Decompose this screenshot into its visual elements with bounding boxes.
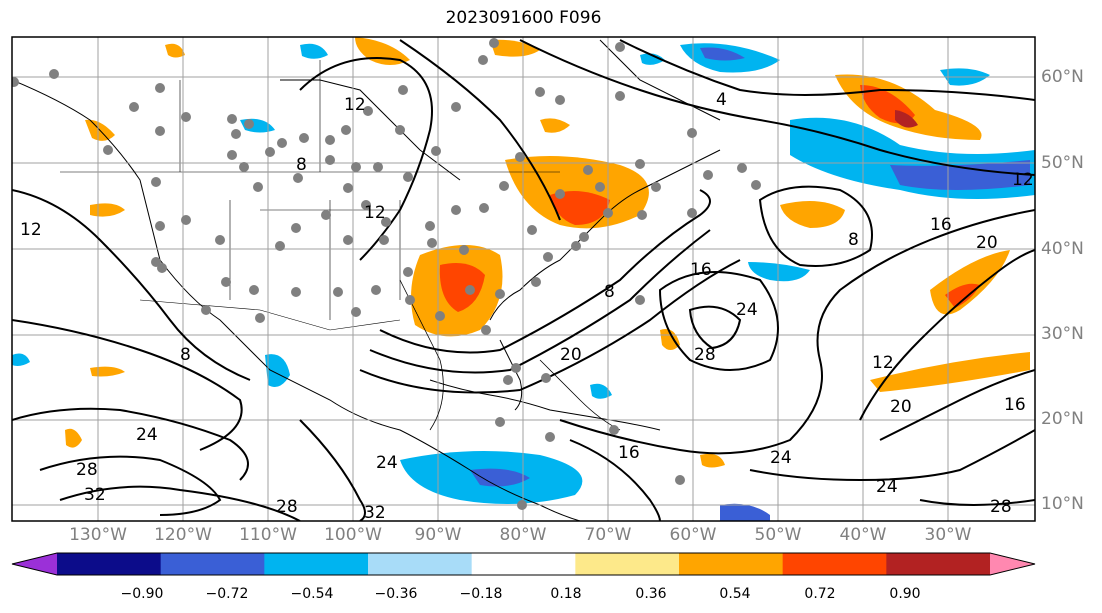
lon-label: 70°W [584, 525, 632, 545]
contour-label: 16 [618, 443, 640, 463]
contour-label: 16 [690, 260, 712, 280]
contour-label: 32 [364, 503, 386, 523]
colorbar-tick-label: 0.54 [719, 586, 751, 602]
contour-label: 20 [560, 345, 582, 365]
lon-label: 110°W [239, 525, 297, 545]
lon-label: 90°W [414, 525, 462, 545]
contour-label: 16 [1004, 395, 1026, 415]
contour-label: 8 [604, 282, 615, 302]
contours [12, 39, 1035, 521]
contour-label: 28 [276, 497, 298, 517]
contour-label: 8 [180, 345, 191, 365]
lon-label: 80°W [499, 525, 547, 545]
contour-label: 8 [296, 155, 307, 175]
contour-label: 12 [20, 220, 42, 240]
lon-label: 50°W [754, 525, 802, 545]
contour-label-group: 4 8 8 8 8 12 12 12 12 12 16 16 16 16 20 … [20, 90, 1034, 523]
stations [12, 38, 761, 510]
colorbar-segment [160, 553, 265, 575]
map-frame [11, 36, 1036, 522]
colorbar-segment [782, 553, 887, 575]
contour-label: 12 [872, 353, 894, 373]
contour-label: 12 [1012, 170, 1034, 190]
contour-label: 4 [716, 90, 727, 110]
contour-label: 16 [930, 215, 952, 235]
lon-label: 120°W [154, 525, 212, 545]
contour-label: 24 [770, 448, 792, 468]
contour-label: 12 [364, 203, 386, 223]
contour-label: 24 [876, 477, 898, 497]
colorbar-tick-label: −0.54 [290, 586, 334, 602]
colorbar-segment [886, 553, 991, 575]
colorbar-segment [264, 553, 369, 575]
lat-label: 30°N [1041, 324, 1084, 344]
contour-label: 32 [84, 485, 106, 505]
lon-label: 100°W [324, 525, 382, 545]
lat-label: 60°N [1041, 67, 1084, 87]
positive-shading [65, 37, 1030, 468]
contour-label: 8 [848, 230, 859, 250]
colorbar-extend-high [990, 553, 1035, 575]
colorbar-extend-low [12, 553, 57, 575]
colorbar-tick-label: 0.90 [889, 586, 921, 602]
colorbar-segment [368, 553, 473, 575]
colorbar-segment [471, 553, 576, 575]
lon-label: 40°W [839, 525, 887, 545]
lat-label: 50°N [1041, 153, 1084, 173]
colorbar [11, 552, 1036, 576]
map-title: 2023091600 F096 [445, 8, 602, 28]
lat-label: 20°N [1041, 409, 1084, 429]
colorbar-tick-label: −0.72 [205, 586, 249, 602]
colorbar-tick-label: 0.18 [550, 586, 582, 602]
colorbar-segment [679, 553, 784, 575]
borders [60, 60, 560, 331]
contour-label: 24 [376, 453, 398, 473]
colorbar-segment [575, 553, 680, 575]
lat-label: 40°N [1041, 239, 1084, 259]
colorbar-tick-label: 0.72 [804, 586, 836, 602]
contour-label: 28 [694, 345, 716, 365]
lon-label: 60°W [669, 525, 717, 545]
contour-label: 12 [344, 95, 366, 115]
colorbar-tick-label: −0.90 [120, 586, 164, 602]
lon-label: 130°W [69, 525, 127, 545]
contour-label: 24 [136, 425, 158, 445]
colorbar-tick-label: −0.18 [459, 586, 503, 602]
contour-label: 24 [736, 300, 758, 320]
colorbar-outline [11, 552, 1036, 576]
colorbar-segment [57, 553, 162, 575]
lat-label: 10°N [1041, 494, 1084, 514]
contour-label: 20 [890, 397, 912, 417]
colorbar-tick-label: 0.36 [635, 586, 667, 602]
contour-label: 28 [76, 460, 98, 480]
contour-label: 28 [990, 497, 1012, 517]
lon-label: 30°W [924, 525, 972, 545]
colorbar-tick-label: −0.36 [374, 586, 418, 602]
contour-label: 20 [976, 233, 998, 253]
